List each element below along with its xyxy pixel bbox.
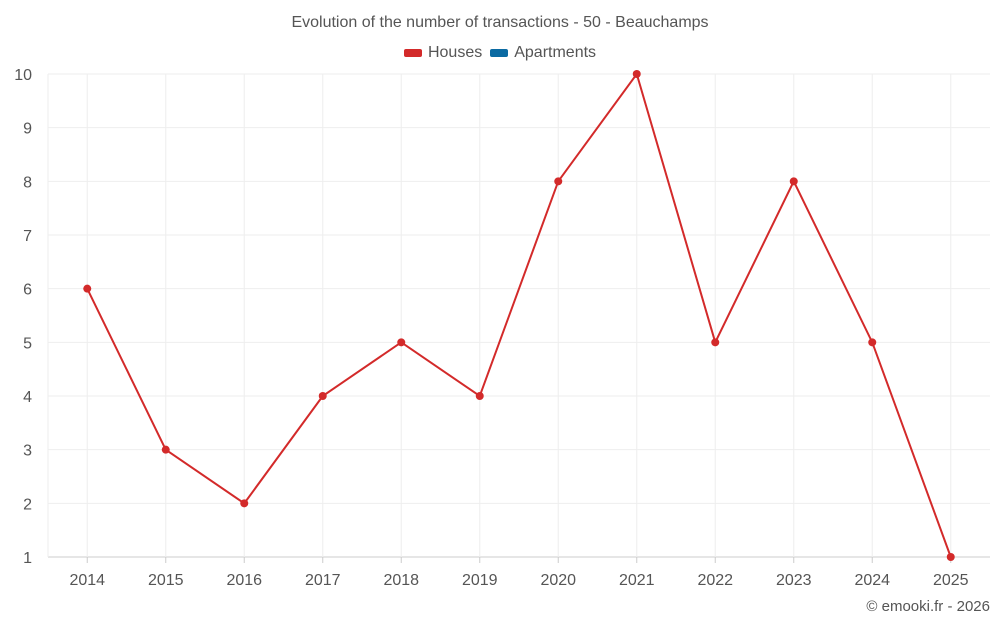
x-tick-label: 2015 bbox=[148, 572, 184, 589]
data-point-houses-2025 bbox=[946, 553, 955, 561]
legend: Houses Apartments bbox=[0, 44, 1000, 62]
x-tick-label: 2021 bbox=[619, 572, 655, 589]
legend-label-apartments: Apartments bbox=[514, 44, 597, 61]
legend-swatch-apartments bbox=[490, 49, 509, 57]
y-tick-label: 10 bbox=[14, 67, 32, 84]
data-point-houses-2018 bbox=[397, 338, 406, 347]
x-tick-label: 2020 bbox=[540, 572, 576, 589]
y-tick-label: 7 bbox=[23, 228, 32, 245]
y-tick-label: 9 bbox=[23, 121, 32, 138]
data-point-houses-2014 bbox=[83, 284, 92, 293]
data-point-houses-2019 bbox=[475, 392, 484, 400]
x-tick-label: 2024 bbox=[854, 572, 890, 589]
x-tick-label: 2014 bbox=[69, 572, 105, 589]
data-point-houses-2017 bbox=[318, 392, 327, 400]
chart-title: Evolution of the number of transactions … bbox=[291, 14, 709, 31]
data-point-houses-2016 bbox=[240, 499, 249, 508]
axes: 1 2 3 4 5 6 7 8 9 10 2014 2015 2016 2017 2018 2019 2020 2… bbox=[14, 67, 968, 589]
x-tick-label: 2018 bbox=[383, 572, 419, 589]
legend-swatch-houses bbox=[403, 49, 422, 57]
x-tick-label: 2025 bbox=[933, 572, 969, 589]
y-tick-label: 5 bbox=[23, 335, 32, 352]
series-line-houses bbox=[86, 71, 952, 558]
series bbox=[83, 70, 955, 561]
legend-label-houses: Houses bbox=[427, 44, 483, 61]
grid bbox=[47, 73, 990, 558]
data-point-houses-2021 bbox=[632, 70, 641, 78]
y-tick-label: 1 bbox=[23, 550, 32, 567]
data-point-houses-2015 bbox=[161, 445, 170, 454]
x-tick-label: 2016 bbox=[226, 572, 262, 589]
data-point-houses-2022 bbox=[711, 338, 720, 347]
data-point-houses-2020 bbox=[554, 177, 563, 186]
legend-item-houses[interactable]: Houses bbox=[403, 44, 483, 62]
y-tick-label: 4 bbox=[23, 389, 32, 406]
y-tick-label: 8 bbox=[23, 174, 32, 191]
x-tick-label: 2022 bbox=[697, 572, 733, 589]
copyright-footer: © emooki.fr - 2026 bbox=[866, 598, 990, 615]
y-tick-label: 6 bbox=[23, 282, 32, 299]
x-tick-label: 2017 bbox=[305, 572, 341, 589]
data-point-houses-2024 bbox=[868, 338, 877, 347]
y-tick-label: 3 bbox=[23, 443, 32, 460]
x-tick-label: 2023 bbox=[776, 572, 812, 589]
legend-item-apartments[interactable]: Apartments bbox=[490, 44, 596, 62]
y-tick-label: 2 bbox=[23, 496, 32, 513]
data-point-houses-2023 bbox=[789, 177, 798, 186]
x-tick-label: 2019 bbox=[462, 572, 498, 589]
